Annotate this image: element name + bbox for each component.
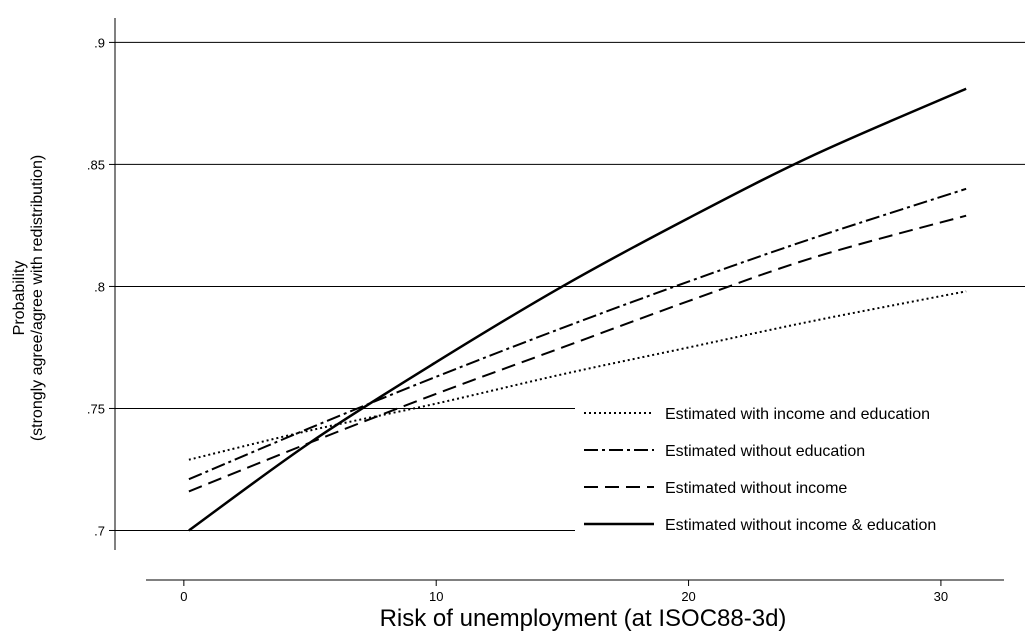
y-tick-label: .9: [94, 35, 105, 50]
y-tick-label: .8: [94, 279, 105, 294]
series-line-dotted: [188, 290, 967, 461]
axes: [114, 18, 1004, 581]
y-axis-title-line: Probability: [11, 261, 28, 336]
series-line-solid: [188, 87, 967, 532]
legend: Estimated with income and education Estim…: [575, 395, 1025, 555]
x-tick-label: 0: [180, 589, 187, 604]
y-tick-label: .85: [87, 157, 105, 172]
x-axis-title: Risk of unemployment (at ISOC88-3d): [380, 605, 787, 632]
legend-label: Estimated with income and education: [665, 406, 930, 423]
legend-label: Estimated without income & education: [665, 517, 936, 534]
x-tick-label: 20: [681, 589, 695, 604]
series-lines: [188, 87, 967, 532]
x-tick-label: 30: [934, 589, 948, 604]
legend-background: [575, 395, 1025, 555]
y-axis-title-line: (strongly agree/agree with redistributio…: [29, 155, 46, 441]
gridlines: [115, 41, 1025, 531]
legend-label: Estimated without education: [665, 443, 865, 460]
y-ticks: .7 .75 .8 .85 .9: [87, 35, 115, 538]
x-ticks: 0 10 20 30: [180, 580, 948, 604]
y-tick-label: .7: [94, 523, 105, 538]
y-tick-label: .75: [87, 401, 105, 416]
legend-label: Estimated without income: [665, 480, 847, 497]
x-tick-label: 10: [429, 589, 443, 604]
y-axis-title: Probability (strongly agree/agree with re…: [11, 155, 46, 441]
series-line-dashdot: [188, 187, 967, 481]
